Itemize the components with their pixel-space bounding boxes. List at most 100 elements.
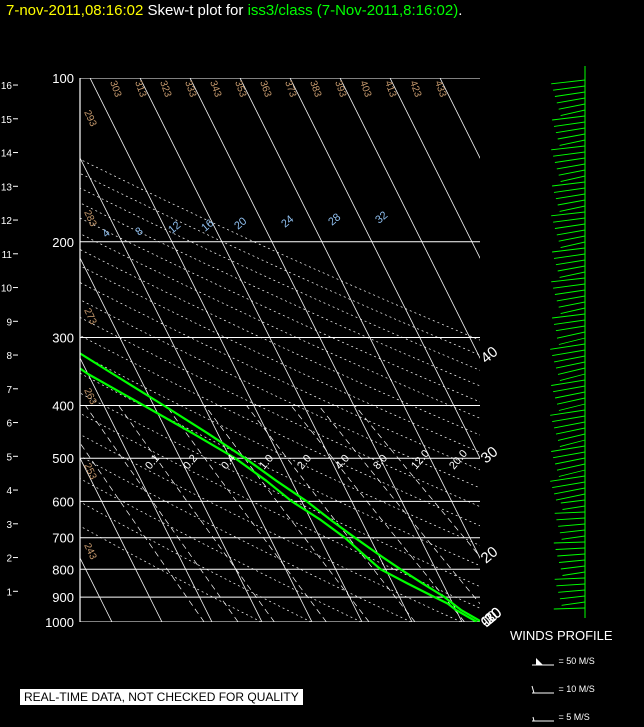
height-label: 8 xyxy=(6,351,12,362)
isotherm xyxy=(80,357,213,622)
wind-barb xyxy=(558,301,586,308)
wind-barb xyxy=(553,607,586,610)
isotherm xyxy=(0,78,12,622)
wind-barb xyxy=(553,283,586,289)
wind-barb xyxy=(554,421,586,429)
wind-barb xyxy=(554,223,586,229)
wind-barb xyxy=(553,151,586,157)
dry-adiabat xyxy=(80,265,480,453)
adiabat-label: 283 xyxy=(81,209,98,229)
grid-layer xyxy=(0,78,480,622)
dry-adiabat xyxy=(80,202,480,387)
mixing-ratio-line xyxy=(85,405,239,622)
wind-barb xyxy=(555,547,586,550)
wind-key-5: = 5 M/S xyxy=(530,712,590,723)
wind-barb xyxy=(554,577,586,580)
wind-barb xyxy=(550,409,586,416)
wind-barb xyxy=(555,493,586,501)
wind-barb xyxy=(559,529,586,534)
wind-barb xyxy=(555,193,586,200)
adiabat-label: 383 xyxy=(307,79,323,99)
wind-barb xyxy=(556,397,586,405)
wind-barb xyxy=(551,277,586,283)
wind-barb xyxy=(555,325,586,332)
dry-adiabat xyxy=(80,217,480,403)
wind-barb xyxy=(553,217,586,223)
wind-barb xyxy=(554,157,586,163)
wind-barb xyxy=(556,229,586,236)
wind-barb xyxy=(552,415,586,423)
height-label: 16 xyxy=(1,81,13,92)
height-label: 5 xyxy=(6,452,12,463)
height-label: 12 xyxy=(1,216,13,227)
wind-barb xyxy=(559,595,586,600)
mixing-ratio-line xyxy=(318,405,480,605)
wind-barb xyxy=(560,175,586,183)
header-date: 7-nov-2011,08:16:02 xyxy=(6,2,144,19)
isotherm xyxy=(189,78,463,622)
winds-profile-title: WINDS PROFILE xyxy=(510,628,613,643)
wind-barb xyxy=(559,205,586,212)
height-label: 11 xyxy=(2,250,13,261)
isotherm xyxy=(289,78,480,459)
wind-barb xyxy=(561,601,586,606)
dry-adiabat xyxy=(80,187,480,371)
adiabat-label: 423 xyxy=(407,79,423,99)
wind-barb xyxy=(553,85,586,91)
adiabat-label: 293 xyxy=(81,109,98,129)
wind-barb xyxy=(558,169,586,176)
height-label: 6 xyxy=(6,419,12,430)
wind-barb xyxy=(557,433,586,441)
wind-barb xyxy=(562,505,586,510)
dry-adiabat xyxy=(80,372,480,567)
isotherm xyxy=(139,78,413,622)
wind-barb xyxy=(553,451,586,459)
pressure-label: 100 xyxy=(52,71,74,86)
adiabat-label: 343 xyxy=(207,79,223,99)
moist-label: 32 xyxy=(373,209,390,226)
wind-barb xyxy=(550,343,586,350)
adiabat-label: 373 xyxy=(282,79,298,99)
dry-adiabat xyxy=(80,392,480,588)
wind-barb xyxy=(553,187,586,193)
isotherm xyxy=(239,78,480,559)
moist-label: 12 xyxy=(166,219,183,236)
header-period: . xyxy=(458,2,463,19)
wind-barb xyxy=(559,139,586,146)
dry-adiabat xyxy=(80,233,480,419)
isotherm xyxy=(80,257,263,622)
wind-barb xyxy=(551,379,586,386)
pressure-label: 400 xyxy=(52,399,74,414)
adiabat-label: 243 xyxy=(81,542,98,562)
height-label: 14 xyxy=(1,149,13,160)
wind-barb xyxy=(552,181,586,187)
isotherm xyxy=(339,78,480,359)
wind-barb xyxy=(557,199,586,206)
wind-key-50: = 50 M/S xyxy=(530,656,595,667)
quality-disclaimer: REAL-TIME DATA, NOT CHECKED FOR QUALITY xyxy=(20,689,303,705)
wind-barb xyxy=(560,109,586,117)
isotherm-label: 30 xyxy=(478,443,502,467)
wind-barb xyxy=(558,103,586,110)
wind-barb xyxy=(551,79,586,85)
wind-barb xyxy=(554,91,586,97)
wind-barb xyxy=(555,427,586,435)
wind-barb xyxy=(559,439,586,448)
wind-barb xyxy=(555,127,586,134)
isotherm xyxy=(80,457,163,622)
trace-layer xyxy=(80,352,480,622)
adiabat-label: 403 xyxy=(357,79,373,99)
pressure-label: 1000 xyxy=(45,615,74,630)
wind-barb xyxy=(558,589,586,593)
isotherm-label: 20 xyxy=(478,543,502,567)
pressure-label: 700 xyxy=(52,531,74,546)
moist-label: 24 xyxy=(279,213,296,230)
header-title: Skew-t plot for xyxy=(147,2,244,19)
height-label: 4 xyxy=(6,486,12,497)
dry-adiabat xyxy=(80,249,480,436)
dry-adiabat xyxy=(80,433,462,622)
mixing-ratio-label: 12.0 xyxy=(409,448,432,472)
adiabat-label: 253 xyxy=(81,462,98,482)
wind-barb xyxy=(560,565,586,570)
